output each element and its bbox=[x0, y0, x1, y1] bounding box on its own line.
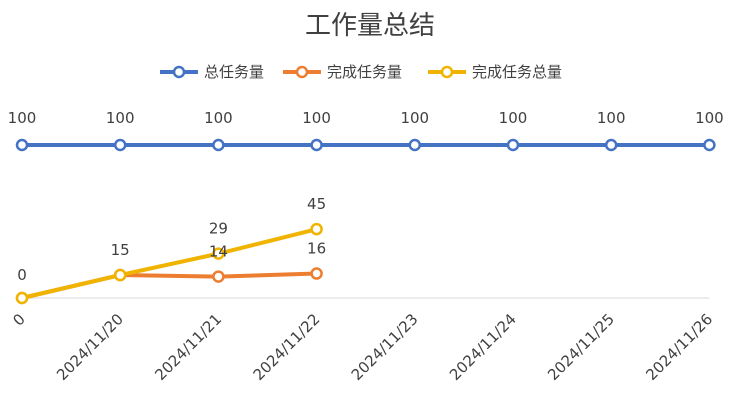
data-point bbox=[408, 138, 422, 152]
data-point bbox=[15, 138, 29, 152]
data-label: 14 bbox=[209, 243, 228, 261]
legend-marker bbox=[295, 65, 309, 79]
series-line bbox=[21, 227, 318, 300]
legend-label: 完成任务量 bbox=[327, 63, 402, 81]
data-label: 16 bbox=[307, 240, 326, 258]
x-tick-label: 2024/11/25 bbox=[544, 310, 618, 384]
data-labels: 100 100 100 100 100 100 100 100 0 15 14 16 29 45 bbox=[8, 109, 724, 284]
data-point bbox=[113, 268, 127, 282]
chart-title: 工作量总结 bbox=[305, 11, 435, 41]
data-point bbox=[310, 267, 323, 280]
data-label: 15 bbox=[111, 241, 130, 259]
data-point bbox=[703, 138, 716, 152]
series-lines bbox=[21, 143, 710, 300]
x-tick-label: 2024/11/23 bbox=[348, 310, 422, 384]
data-point bbox=[15, 291, 29, 305]
data-label: 100 bbox=[695, 109, 724, 127]
data-point bbox=[310, 222, 323, 236]
x-tick-label: 2024/11/20 bbox=[53, 310, 127, 384]
data-point bbox=[212, 247, 225, 260]
x-tick-label: 0 bbox=[9, 310, 28, 329]
data-label: 100 bbox=[400, 109, 429, 127]
data-point bbox=[212, 138, 225, 152]
data-label: 0 bbox=[17, 266, 27, 284]
x-tick-label: 2024/11/21 bbox=[151, 310, 225, 384]
x-tick-label: 2024/11/22 bbox=[250, 310, 324, 384]
data-label: 29 bbox=[209, 220, 228, 238]
x-tick-labels: 0 2024/11/20 2024/11/21 2024/11/22 2024/11/2… bbox=[9, 310, 716, 384]
data-point bbox=[212, 270, 225, 283]
legend-label: 总任务量 bbox=[204, 63, 264, 81]
x-tick-label: 2024/11/24 bbox=[446, 310, 520, 384]
data-label: 100 bbox=[597, 109, 626, 127]
data-label: 100 bbox=[499, 109, 528, 127]
data-point bbox=[310, 138, 323, 152]
x-tick-label: 2024/11/26 bbox=[642, 310, 716, 384]
legend-label: 完成任务总量 bbox=[472, 63, 562, 81]
data-label: 45 bbox=[307, 195, 326, 213]
data-label: 100 bbox=[302, 109, 331, 127]
data-point bbox=[506, 138, 520, 152]
data-label: 100 bbox=[8, 109, 37, 127]
legend: 总任务量 完成任务量 完成任务总量 bbox=[160, 63, 562, 81]
series-points bbox=[15, 138, 716, 305]
legend-marker bbox=[172, 65, 186, 79]
data-label: 100 bbox=[106, 109, 135, 127]
data-point bbox=[604, 138, 618, 152]
legend-marker bbox=[440, 65, 454, 79]
data-point bbox=[113, 138, 127, 152]
data-label: 100 bbox=[204, 109, 233, 127]
